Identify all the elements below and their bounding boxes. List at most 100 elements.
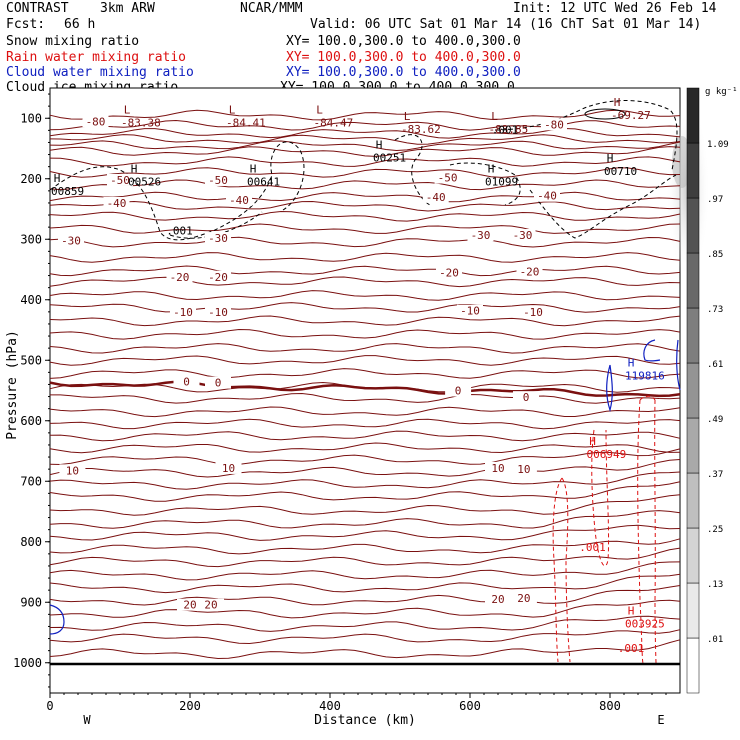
rain-contours (552, 395, 657, 664)
x-axis: 0 200 400 600 800 (46, 693, 667, 713)
temperature-label: 0 (523, 391, 530, 404)
colorbar-tick: .13 (707, 580, 723, 590)
isotherm (49, 510, 681, 529)
field-name-rain: Rain water mixing ratio (6, 50, 187, 65)
isotherm (49, 368, 681, 379)
temperature-label: -40 (107, 197, 127, 210)
temperature-label: -80 (86, 115, 106, 128)
extremum-mark: L (404, 110, 411, 123)
extremum-value: -69.27 (611, 109, 651, 122)
colorbar-swatch (686, 252, 700, 309)
contour-label: .001 (579, 541, 606, 554)
isotherm (49, 448, 681, 466)
cloud-water-contour (606, 364, 613, 413)
temperature-label: -10 (173, 306, 193, 319)
y-tick-label: 800 (20, 535, 42, 549)
colorbar-swatch (686, 362, 700, 419)
isotherm (49, 302, 681, 313)
label-bg (215, 461, 242, 474)
init-time: Init: 12 UTC Wed 26 Feb 14 (513, 1, 717, 16)
extremum-mark: H (488, 163, 495, 176)
temperature-label: 20 (204, 599, 217, 612)
label-bg (485, 593, 511, 606)
extremum-mark: H (131, 163, 138, 176)
extremum-value: -84.47 (314, 116, 354, 129)
label-bg (205, 232, 231, 245)
label-bg (198, 598, 224, 611)
isotherm (49, 573, 681, 594)
isotherm (49, 179, 681, 191)
y-tick-label: 400 (20, 293, 42, 307)
extremum-mark: H (54, 172, 61, 185)
isotherm (49, 343, 681, 354)
rain-contour (591, 429, 610, 567)
extremum-mark: H (250, 163, 257, 176)
isotherm (49, 561, 681, 581)
isotherm (49, 200, 681, 212)
cloud-water-contour (643, 339, 661, 362)
temperature-label: -20 (439, 267, 459, 280)
extremum-mark: H (589, 435, 596, 448)
label-bg (166, 270, 193, 283)
colorbar-swatch (686, 637, 700, 694)
colorbar-unit: g kg⁻¹ (705, 87, 738, 97)
contour-label: .001 (166, 224, 193, 237)
isotherm (49, 585, 681, 606)
temperature-label: -10 (208, 306, 228, 319)
x-axis-title: Distance (km) (314, 713, 416, 728)
experiment-title: CONTRAST (6, 1, 69, 16)
field-xy-snow: XY= 100.0,300.0 to 400.0,300.0 (286, 34, 521, 49)
rain-contour (637, 395, 657, 664)
extremum-value: -83.38 (121, 116, 161, 129)
isotherm (49, 252, 681, 263)
extremum-value: 00526 (128, 176, 161, 189)
label-bg (226, 193, 252, 206)
x-tick-label: 200 (179, 699, 201, 713)
temperature-label: -20 (170, 271, 190, 284)
extremum-value: 00641 (247, 176, 280, 189)
isotherm (49, 430, 681, 442)
colorbar-tick: .01 (707, 635, 723, 645)
organization: NCAR/MMM (240, 1, 303, 16)
temperature-label: 10 (222, 462, 235, 475)
label-bg (510, 463, 537, 476)
isotherm (49, 276, 681, 288)
label-bg (205, 270, 231, 283)
label-bg (59, 464, 86, 477)
isotherm (49, 328, 681, 340)
field-name-cloud-water: Cloud water mixing ratio (6, 65, 194, 80)
label-bg (205, 376, 231, 389)
label-bg (510, 592, 537, 605)
y-tick-label: 600 (20, 414, 42, 428)
label-bg (103, 196, 130, 209)
valid-time: Valid: 06 UTC Sat 01 Mar 14 (16 ChT Sat … (310, 17, 702, 32)
temperature-label: -20 (520, 265, 540, 278)
temperature-label: -40 (229, 194, 249, 207)
isotherm (49, 146, 681, 157)
contour-label: .001 (492, 123, 519, 136)
isotherm (49, 481, 681, 502)
extremum-mark: H (614, 96, 621, 109)
temperature-label: 10 (491, 462, 504, 475)
extremum-mark: L (229, 103, 236, 116)
label-bg (485, 461, 511, 474)
extremum-mark: H (607, 152, 614, 165)
model-name: 3km ARW (100, 1, 155, 16)
label-bg (516, 265, 543, 278)
field-xy-cloud-water: XY= 100.0,300.0 to 400.0,300.0 (286, 65, 521, 80)
isotherm (49, 494, 681, 516)
label-bg (205, 305, 231, 318)
label-bg (170, 305, 196, 318)
isotherm (49, 442, 681, 454)
isotherm (49, 355, 681, 366)
snow-contour-closed (584, 108, 626, 120)
label-bg (173, 375, 200, 388)
colorbar-tick: .25 (707, 525, 723, 535)
extremum-mark: H (376, 139, 383, 152)
isotherm (49, 639, 681, 660)
colorbar-swatch (686, 582, 700, 639)
extremum-value: 00251 (373, 152, 406, 165)
isotherm (49, 524, 681, 541)
temperature-label: 10 (517, 463, 530, 476)
isotherm (49, 547, 681, 568)
